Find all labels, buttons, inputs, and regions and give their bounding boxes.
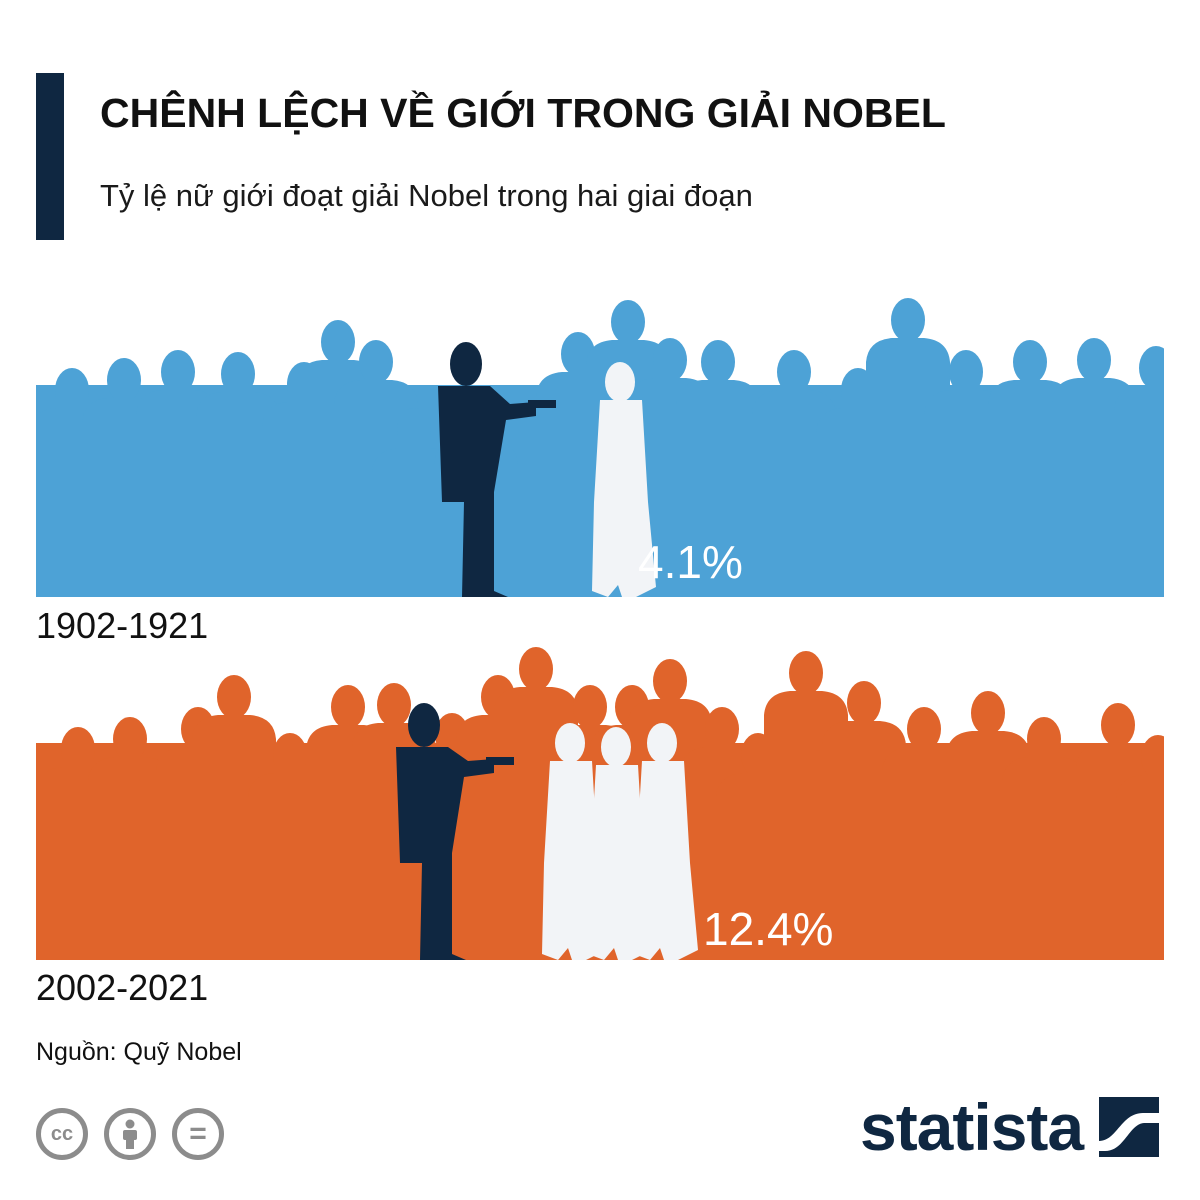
chart-title: CHÊNH LỆCH VỀ GIỚI TRONG GIẢI NOBEL — [100, 90, 946, 136]
crowd-person — [924, 350, 1008, 597]
crowd-person — [882, 707, 966, 960]
crowd-person — [676, 340, 760, 597]
brand-wordmark: statista — [860, 1090, 1084, 1164]
crowd-person — [88, 717, 172, 960]
no-derivatives-icon[interactable]: = — [172, 1108, 224, 1160]
panel-period-2 — [36, 645, 1164, 960]
title-accent-bar — [36, 73, 64, 240]
male-laureate-figure — [438, 342, 556, 597]
crowd-person — [1114, 346, 1164, 597]
crowd-person — [1002, 717, 1086, 960]
crowd-person — [1116, 735, 1164, 960]
source-note: Nguồn: Quỹ Nobel — [36, 1038, 242, 1066]
category-label-1: 1902-1921 — [36, 605, 209, 646]
chart-subtitle: Tỷ lệ nữ giới đoạt giải Nobel trong hai … — [100, 178, 753, 213]
panel-period-1 — [36, 290, 1164, 597]
crowd-silhouette-2 — [36, 647, 1164, 960]
crowd-silhouette-1 — [36, 298, 1164, 597]
male-laureate-figure — [396, 703, 514, 960]
crowd-person — [988, 340, 1072, 597]
crowd-person — [752, 350, 836, 597]
cc-icon[interactable]: cc — [36, 1108, 88, 1160]
statista-mark-icon — [1099, 1097, 1160, 1157]
crowd-person — [196, 352, 280, 597]
female-laureate-figure — [592, 362, 656, 597]
statista-logo[interactable]: statista — [860, 1090, 1160, 1164]
female-laureate-figure — [634, 723, 698, 960]
person-icon — [123, 1119, 137, 1149]
category-label-2: 2002-2021 — [36, 967, 209, 1008]
value-label-2: 12.4% — [703, 903, 834, 955]
value-label-1: 4.1% — [638, 536, 743, 588]
license-icons: cc = — [36, 1108, 224, 1160]
attribution-icon[interactable] — [104, 1108, 156, 1160]
